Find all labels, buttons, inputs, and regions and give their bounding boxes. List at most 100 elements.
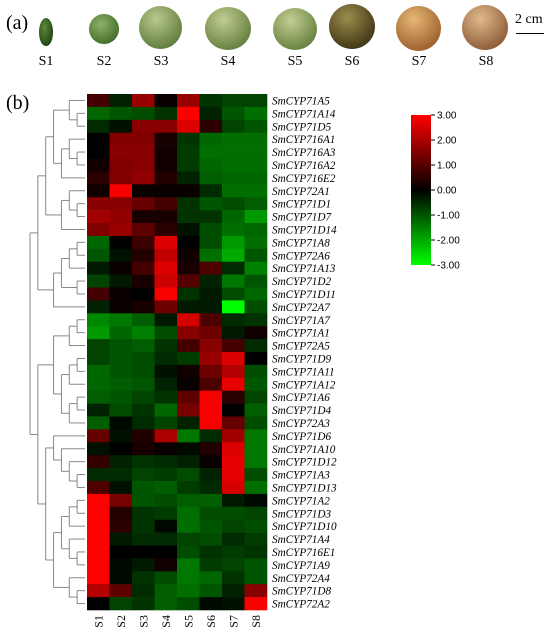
heatmap-cell (177, 545, 200, 559)
heatmap-cell (154, 584, 178, 598)
heatmap-cell (154, 442, 178, 456)
stage-axis-label: S4 (159, 615, 173, 628)
heatmap-cell (109, 519, 133, 533)
heatmap-cell (132, 403, 155, 417)
heatmap-cell (87, 390, 110, 404)
heatmap-cell (177, 390, 200, 404)
heatmap-cell (87, 274, 110, 288)
legend-tick-label: 3.00 (437, 111, 457, 122)
heatmap-cell (154, 339, 178, 353)
heatmap-cell (222, 326, 245, 340)
heatmap-cell (109, 429, 133, 443)
gene-label: SmCYP71A13 (272, 263, 336, 275)
fruit-s4-photo (205, 7, 251, 50)
heatmap-cell (132, 132, 155, 146)
fruit-s6-photo (329, 4, 375, 49)
fruit-s2-photo (89, 14, 119, 44)
heatmap-cell (154, 326, 178, 340)
heatmap-cell (154, 184, 178, 198)
heatmap-cell (87, 132, 110, 146)
heatmap-cell (177, 197, 200, 211)
heatmap-cell (244, 235, 268, 250)
heatmap-cell (154, 287, 178, 301)
heatmap-cell (87, 171, 110, 185)
heatmap-cell (109, 545, 133, 559)
heatmap-cell (154, 171, 178, 185)
heatmap-cell (244, 223, 268, 237)
heatmap-cell (132, 506, 155, 520)
heatmap-cell (244, 597, 268, 611)
heatmap-cell (87, 364, 110, 379)
heatmap-cell (109, 403, 133, 417)
panel-a-label: (a) (6, 12, 29, 34)
heatmap-cell (177, 571, 200, 585)
heatmap-cell (222, 390, 245, 404)
heatmap-cell (154, 506, 178, 520)
heatmap-cell (87, 261, 110, 275)
legend-tick-label: -1.00 (437, 211, 460, 222)
heatmap-cell (87, 442, 110, 456)
heatmap-cell (154, 364, 178, 379)
heatmap-cell (132, 558, 155, 572)
heatmap-cell (154, 210, 178, 224)
gene-label: SmCYP72A5 (272, 341, 330, 353)
gene-label: SmCYP71A2 (272, 495, 330, 507)
heatmap-cell (109, 339, 133, 353)
heatmap-cell (109, 364, 133, 379)
gene-label: SmCYP71D4 (272, 405, 331, 417)
gene-label: SmCYP71D14 (272, 224, 337, 236)
heatmap-cell (244, 94, 268, 108)
heatmap-cell (177, 339, 200, 353)
stage-axis-label: S6 (204, 615, 218, 628)
heatmap-cell (199, 248, 223, 262)
heatmap-cell (199, 119, 223, 133)
heatmap-cell (244, 377, 268, 391)
heatmap-cell (177, 468, 200, 482)
heatmap-cell (87, 481, 110, 495)
heatmap-cell (199, 326, 223, 340)
heatmap-cell (109, 390, 133, 404)
heatmap-cell (199, 558, 223, 572)
gene-label: SmCYP71A3 (272, 470, 330, 482)
dendrogram (29, 99, 85, 605)
heatmap-cell (222, 571, 245, 585)
heatmap-cell (222, 442, 245, 456)
heatmap-cell (199, 416, 223, 430)
heatmap-cell (109, 171, 133, 185)
heatmap-cell (177, 429, 200, 443)
heatmap-cell (177, 248, 200, 262)
heatmap-cell (109, 106, 133, 121)
heatmap-cell (199, 481, 223, 495)
heatmap-cell (222, 352, 245, 366)
heatmap-cell (199, 339, 223, 353)
heatmap-cell (222, 184, 245, 198)
heatmap-cell (109, 468, 133, 482)
heatmap-cell (222, 377, 245, 391)
gene-label: SmCYP72A6 (272, 250, 330, 262)
heatmap-cell (222, 545, 245, 559)
heatmap-cell (154, 455, 178, 469)
heatmap-cell (177, 184, 200, 198)
heatmap-cell (222, 235, 245, 250)
heatmap-cell (199, 493, 223, 508)
heatmap-cell (132, 377, 155, 391)
heatmap-cell (244, 584, 268, 598)
heatmap-cell (87, 416, 110, 430)
heatmap-cell (154, 571, 178, 585)
gene-label: SmCYP71A11 (272, 366, 335, 378)
gene-label: SmCYP72A1 (272, 186, 330, 198)
heatmap-cell (222, 468, 245, 482)
gene-label: SmCYP72A2 (272, 599, 330, 611)
heatmap-cell (177, 132, 200, 146)
heatmap-cell (154, 352, 178, 366)
heatmap-cell (132, 339, 155, 353)
heatmap-cell (132, 493, 155, 508)
heatmap-cell (244, 132, 268, 146)
heatmap-cell (87, 326, 110, 340)
stage-axis-label: S8 (249, 615, 263, 628)
heatmap-cell (199, 184, 223, 198)
heatmap-cell (109, 287, 133, 301)
heatmap-cell (244, 119, 268, 133)
heatmap-cell (109, 184, 133, 198)
heatmap-cell (87, 106, 110, 121)
